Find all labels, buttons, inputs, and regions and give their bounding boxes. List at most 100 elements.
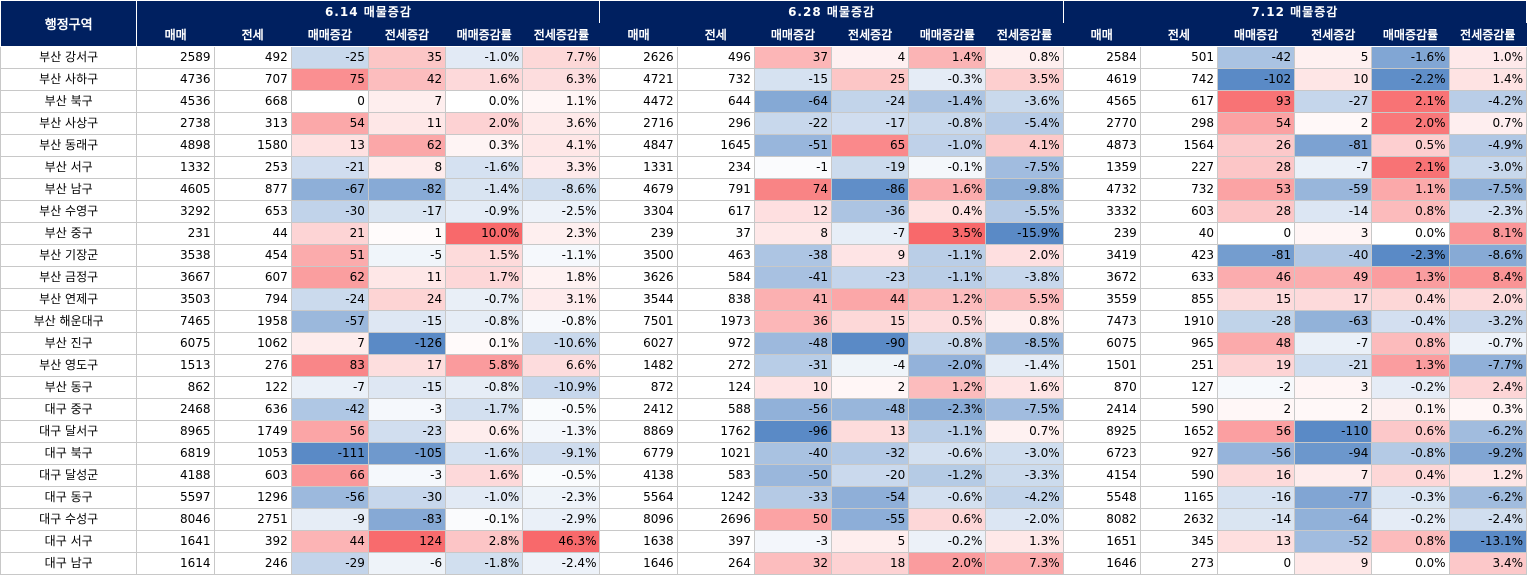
data-cell[interactable]: -1.0% bbox=[445, 46, 524, 69]
data-cell[interactable]: 21 bbox=[290, 222, 369, 245]
data-cell[interactable]: 2738 bbox=[136, 112, 215, 135]
data-cell[interactable]: 11 bbox=[367, 112, 447, 135]
data-cell[interactable]: 26 bbox=[1216, 134, 1296, 157]
data-cell[interactable]: 1332 bbox=[136, 156, 215, 179]
data-cell[interactable]: 872 bbox=[599, 376, 678, 399]
data-cell[interactable]: -17 bbox=[831, 112, 910, 135]
data-cell[interactable]: 1.2% bbox=[908, 288, 987, 311]
data-cell[interactable]: -33 bbox=[753, 486, 833, 509]
data-cell[interactable]: -15 bbox=[367, 310, 447, 333]
data-cell[interactable]: -2.3% bbox=[1448, 200, 1527, 223]
table-row[interactable]: 부산 사상구 2738 313 54 11 2.0% 3.6% 2716 296 -22 -17 -0… bbox=[0, 112, 1527, 135]
table-row[interactable]: 부산 강서구 2589 492 -25 35 -1.0% 7.7% 2626 496 37 4 1.4… bbox=[0, 46, 1527, 69]
data-cell[interactable]: -105 bbox=[367, 442, 447, 465]
data-cell[interactable]: -7 bbox=[290, 376, 369, 399]
data-cell[interactable]: -1.8% bbox=[445, 552, 524, 575]
data-cell[interactable]: -0.5% bbox=[522, 398, 601, 421]
data-cell[interactable]: -0.6% bbox=[908, 486, 987, 509]
data-cell[interactable]: 1645 bbox=[676, 134, 755, 157]
data-cell[interactable]: 264 bbox=[676, 552, 755, 575]
data-cell[interactable]: -110 bbox=[1294, 420, 1373, 443]
data-cell[interactable]: 3304 bbox=[599, 200, 678, 223]
data-cell[interactable]: 3.5% bbox=[908, 222, 987, 245]
data-cell[interactable]: 2 bbox=[1216, 398, 1296, 421]
data-cell[interactable]: 3538 bbox=[136, 244, 215, 267]
data-cell[interactable]: 75 bbox=[290, 68, 369, 91]
data-cell[interactable]: 3503 bbox=[136, 288, 215, 311]
region-cell[interactable]: 대구 달서구 bbox=[0, 420, 138, 443]
data-cell[interactable]: -64 bbox=[753, 90, 833, 113]
data-cell[interactable]: -2.3% bbox=[908, 398, 987, 421]
data-cell[interactable]: -52 bbox=[1294, 530, 1373, 553]
data-cell[interactable]: 25 bbox=[831, 68, 910, 91]
data-cell[interactable]: 1958 bbox=[213, 310, 292, 333]
data-cell[interactable]: 1.3% bbox=[1371, 354, 1450, 377]
data-cell[interactable]: 2 bbox=[1294, 398, 1373, 421]
data-cell[interactable]: 0 bbox=[290, 90, 369, 113]
data-cell[interactable]: -5.5% bbox=[985, 200, 1064, 223]
data-cell[interactable]: 345 bbox=[1139, 530, 1219, 553]
data-cell[interactable]: 3 bbox=[1294, 222, 1373, 245]
data-cell[interactable]: 1296 bbox=[213, 486, 292, 509]
data-cell[interactable]: 227 bbox=[1139, 156, 1219, 179]
region-cell[interactable]: 부산 연제구 bbox=[0, 288, 138, 311]
data-cell[interactable]: -4.9% bbox=[1448, 134, 1527, 157]
data-cell[interactable]: 1 bbox=[367, 222, 447, 245]
data-cell[interactable]: 2.8% bbox=[445, 530, 524, 553]
data-cell[interactable]: 2.0% bbox=[1371, 112, 1450, 135]
data-cell[interactable]: 28 bbox=[1216, 200, 1296, 223]
data-cell[interactable]: -3.8% bbox=[985, 266, 1064, 289]
region-cell[interactable]: 대구 달성군 bbox=[0, 464, 138, 487]
data-cell[interactable]: -59 bbox=[1294, 178, 1373, 201]
data-cell[interactable]: 1580 bbox=[213, 134, 292, 157]
data-cell[interactable]: 4.1% bbox=[522, 134, 601, 157]
data-cell[interactable]: -25 bbox=[290, 46, 369, 69]
data-cell[interactable]: 590 bbox=[1139, 464, 1219, 487]
data-cell[interactable]: 4565 bbox=[1062, 90, 1141, 113]
data-cell[interactable]: 4721 bbox=[599, 68, 678, 91]
data-cell[interactable]: -0.2% bbox=[908, 530, 987, 553]
data-cell[interactable]: 273 bbox=[1139, 552, 1219, 575]
data-cell[interactable]: -77 bbox=[1294, 486, 1373, 509]
data-cell[interactable]: 276 bbox=[213, 354, 292, 377]
region-cell[interactable]: 부산 남구 bbox=[0, 178, 138, 201]
column-header[interactable]: 매매증감률 bbox=[445, 22, 523, 47]
data-cell[interactable]: 1.6% bbox=[908, 178, 987, 201]
data-cell[interactable]: 607 bbox=[213, 266, 292, 289]
data-cell[interactable]: 1614 bbox=[136, 552, 215, 575]
data-cell[interactable]: 1331 bbox=[599, 156, 678, 179]
data-cell[interactable]: 7.7% bbox=[522, 46, 601, 69]
data-cell[interactable]: -41 bbox=[753, 266, 833, 289]
data-cell[interactable]: 0.0% bbox=[445, 90, 524, 113]
data-cell[interactable]: 0.8% bbox=[985, 46, 1064, 69]
data-cell[interactable]: -29 bbox=[290, 552, 369, 575]
data-cell[interactable]: -0.8% bbox=[522, 310, 601, 333]
data-cell[interactable]: -2 bbox=[1216, 376, 1296, 399]
data-cell[interactable]: 74 bbox=[753, 178, 833, 201]
data-cell[interactable]: 66 bbox=[290, 464, 369, 487]
data-cell[interactable]: -9.2% bbox=[1448, 442, 1527, 465]
data-cell[interactable]: 15 bbox=[831, 310, 910, 333]
data-cell[interactable]: 1359 bbox=[1062, 156, 1141, 179]
data-cell[interactable]: -32 bbox=[831, 442, 910, 465]
data-cell[interactable]: 0.7% bbox=[1448, 112, 1527, 135]
data-cell[interactable]: 12 bbox=[753, 200, 833, 223]
data-cell[interactable]: 636 bbox=[213, 398, 292, 421]
data-cell[interactable]: -17 bbox=[367, 200, 447, 223]
data-cell[interactable]: 0.5% bbox=[1371, 134, 1450, 157]
data-cell[interactable]: 1638 bbox=[599, 530, 678, 553]
data-cell[interactable]: -3 bbox=[367, 464, 447, 487]
data-cell[interactable]: 7473 bbox=[1062, 310, 1141, 333]
region-cell[interactable]: 부산 해운대구 bbox=[0, 310, 138, 333]
data-cell[interactable]: -0.8% bbox=[1371, 442, 1450, 465]
data-cell[interactable]: 6027 bbox=[599, 332, 678, 355]
data-cell[interactable]: -83 bbox=[367, 508, 447, 531]
data-cell[interactable]: -8.6% bbox=[1448, 244, 1527, 267]
data-cell[interactable]: 862 bbox=[136, 376, 215, 399]
data-cell[interactable]: -90 bbox=[831, 332, 910, 355]
data-cell[interactable]: 3559 bbox=[1062, 288, 1141, 311]
data-cell[interactable]: 3292 bbox=[136, 200, 215, 223]
data-cell[interactable]: 732 bbox=[1139, 178, 1219, 201]
column-header[interactable]: 매매증감률 bbox=[1371, 22, 1450, 47]
data-cell[interactable]: 37 bbox=[753, 46, 833, 69]
